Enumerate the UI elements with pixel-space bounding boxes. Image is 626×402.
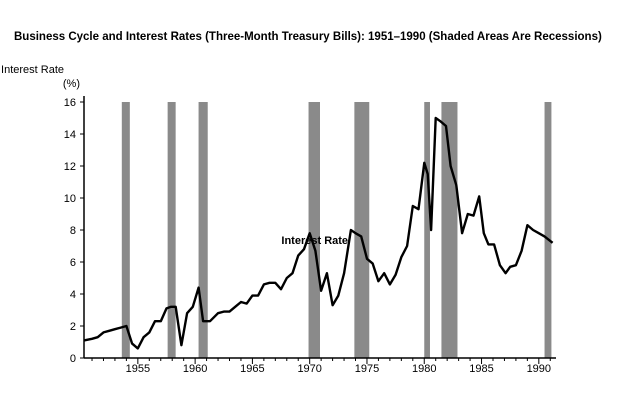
recession-band (424, 102, 430, 358)
y-tick-label: 0 (70, 353, 76, 365)
x-tick-label: 1980 (412, 363, 436, 375)
recession-bands (121, 102, 552, 358)
y-tick-label: 6 (70, 257, 76, 269)
y-axis-label: Interest Rate (1, 64, 64, 76)
y-tick-label: 10 (64, 193, 76, 205)
x-tick-label: 1985 (469, 363, 493, 375)
y-tick-label: 14 (64, 129, 76, 141)
interest-rate-line (83, 116, 554, 350)
series-annotation: Interest Rate (281, 235, 348, 247)
x-tick-label: 1990 (527, 363, 551, 375)
x-tick-label: 1960 (183, 363, 207, 375)
recession-band (354, 102, 370, 358)
recession-band (544, 102, 552, 358)
recession-band (121, 102, 130, 358)
y-axis-unit: (%) (63, 78, 80, 90)
chart-title: Business Cycle and Interest Rates (Three… (14, 31, 602, 43)
x-tick-label: 1970 (297, 363, 321, 375)
series-lines (83, 116, 554, 350)
y-tick-label: 4 (70, 289, 76, 301)
recession-band (441, 102, 458, 358)
y-tick-label: 12 (64, 161, 76, 173)
x-tick-label: 1965 (240, 363, 264, 375)
recession-band (167, 102, 176, 358)
annotations: Interest Rate (281, 235, 348, 247)
y-tick-label: 2 (70, 321, 76, 333)
y-tick-label: 8 (70, 225, 76, 237)
y-axis: 0 2 4 6 8 10 12 14 16 (64, 96, 85, 365)
x-tick-label: 1955 (126, 363, 150, 375)
x-axis: 1955 1960 1965 1970 1975 1980 1985 1990 (84, 357, 556, 375)
y-tick-label: 16 (64, 97, 76, 109)
recession-band (308, 102, 320, 358)
recession-band (198, 102, 208, 358)
x-tick-label: 1975 (355, 363, 379, 375)
